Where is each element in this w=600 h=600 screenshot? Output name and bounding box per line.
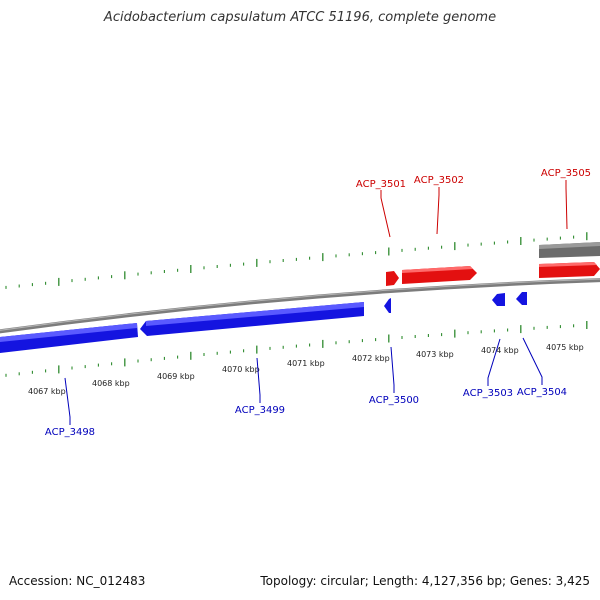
gene-label-acp-3504[interactable]: ACP_3504 [517, 387, 567, 398]
map-title: Acidobacterium capsulatum ATCC 51196, co… [103, 10, 497, 25]
reverse-gene-leaders [64, 337, 543, 425]
gene-arrow-acp-3504[interactable] [516, 292, 527, 305]
genome-backbone-highlight [0, 278, 600, 331]
gene-arrow-acp-3503[interactable] [492, 293, 505, 306]
scale-label: 4072 kbp [352, 354, 390, 363]
scale-label: 4068 kbp [92, 379, 130, 388]
reverse-gene-labels: ACP_3498 ACP_3499 ACP_3500 ACP_3503 ACP_… [45, 387, 567, 438]
gene-label-acp-3505[interactable]: ACP_3505 [541, 168, 591, 179]
scale-label: 4069 kbp [157, 372, 195, 381]
gene-arrow-acp-3501[interactable] [386, 271, 399, 286]
reverse-gene-arrows [0, 292, 527, 353]
accession-text: Accession: NC_012483 [9, 574, 146, 588]
genome-summary-text: Topology: circular; Length: 4,127,356 bp… [260, 574, 590, 588]
feature-other-highlight [539, 242, 600, 249]
leader-acp-3501 [380, 190, 391, 238]
leader-acp-3504 [522, 337, 543, 385]
forward-gene-labels: ACP_3501 ACP_3502 ACP_3505 [356, 168, 591, 190]
gene-label-acp-3499[interactable]: ACP_3499 [235, 405, 285, 416]
forward-gene-arrows [386, 262, 600, 286]
forward-gene-leaders [380, 180, 568, 238]
gene-arrow-acp-3500[interactable] [384, 298, 391, 313]
inner-tick-ring [5, 321, 588, 377]
gene-label-acp-3503[interactable]: ACP_3503 [463, 388, 513, 399]
leader-acp-3502 [436, 187, 440, 235]
scale-labels: 4067 kbp 4068 kbp 4069 kbp 4070 kbp 4071… [28, 343, 584, 396]
scale-label: 4067 kbp [28, 387, 66, 396]
leader-acp-3500 [390, 346, 395, 393]
scale-label: 4070 kbp [222, 365, 260, 374]
scale-label: 4075 kbp [546, 343, 584, 352]
scale-label: 4073 kbp [416, 350, 454, 359]
gene-label-acp-3498[interactable]: ACP_3498 [45, 427, 95, 438]
gene-label-acp-3502[interactable]: ACP_3502 [414, 175, 464, 186]
leader-acp-3503 [487, 338, 501, 386]
leader-acp-3498 [64, 377, 71, 425]
leader-acp-3499 [256, 357, 261, 403]
scale-label: 4074 kbp [481, 346, 519, 355]
gene-label-acp-3501[interactable]: ACP_3501 [356, 179, 406, 190]
gene-arrow-highlight [402, 262, 597, 273]
leader-acp-3505 [565, 180, 568, 230]
genome-backbone [0, 278, 600, 334]
gene-arrow-highlight [0, 302, 364, 342]
scale-label: 4071 kbp [287, 359, 325, 368]
outer-tick-ring [5, 232, 588, 289]
gene-label-acp-3500[interactable]: ACP_3500 [369, 395, 419, 406]
